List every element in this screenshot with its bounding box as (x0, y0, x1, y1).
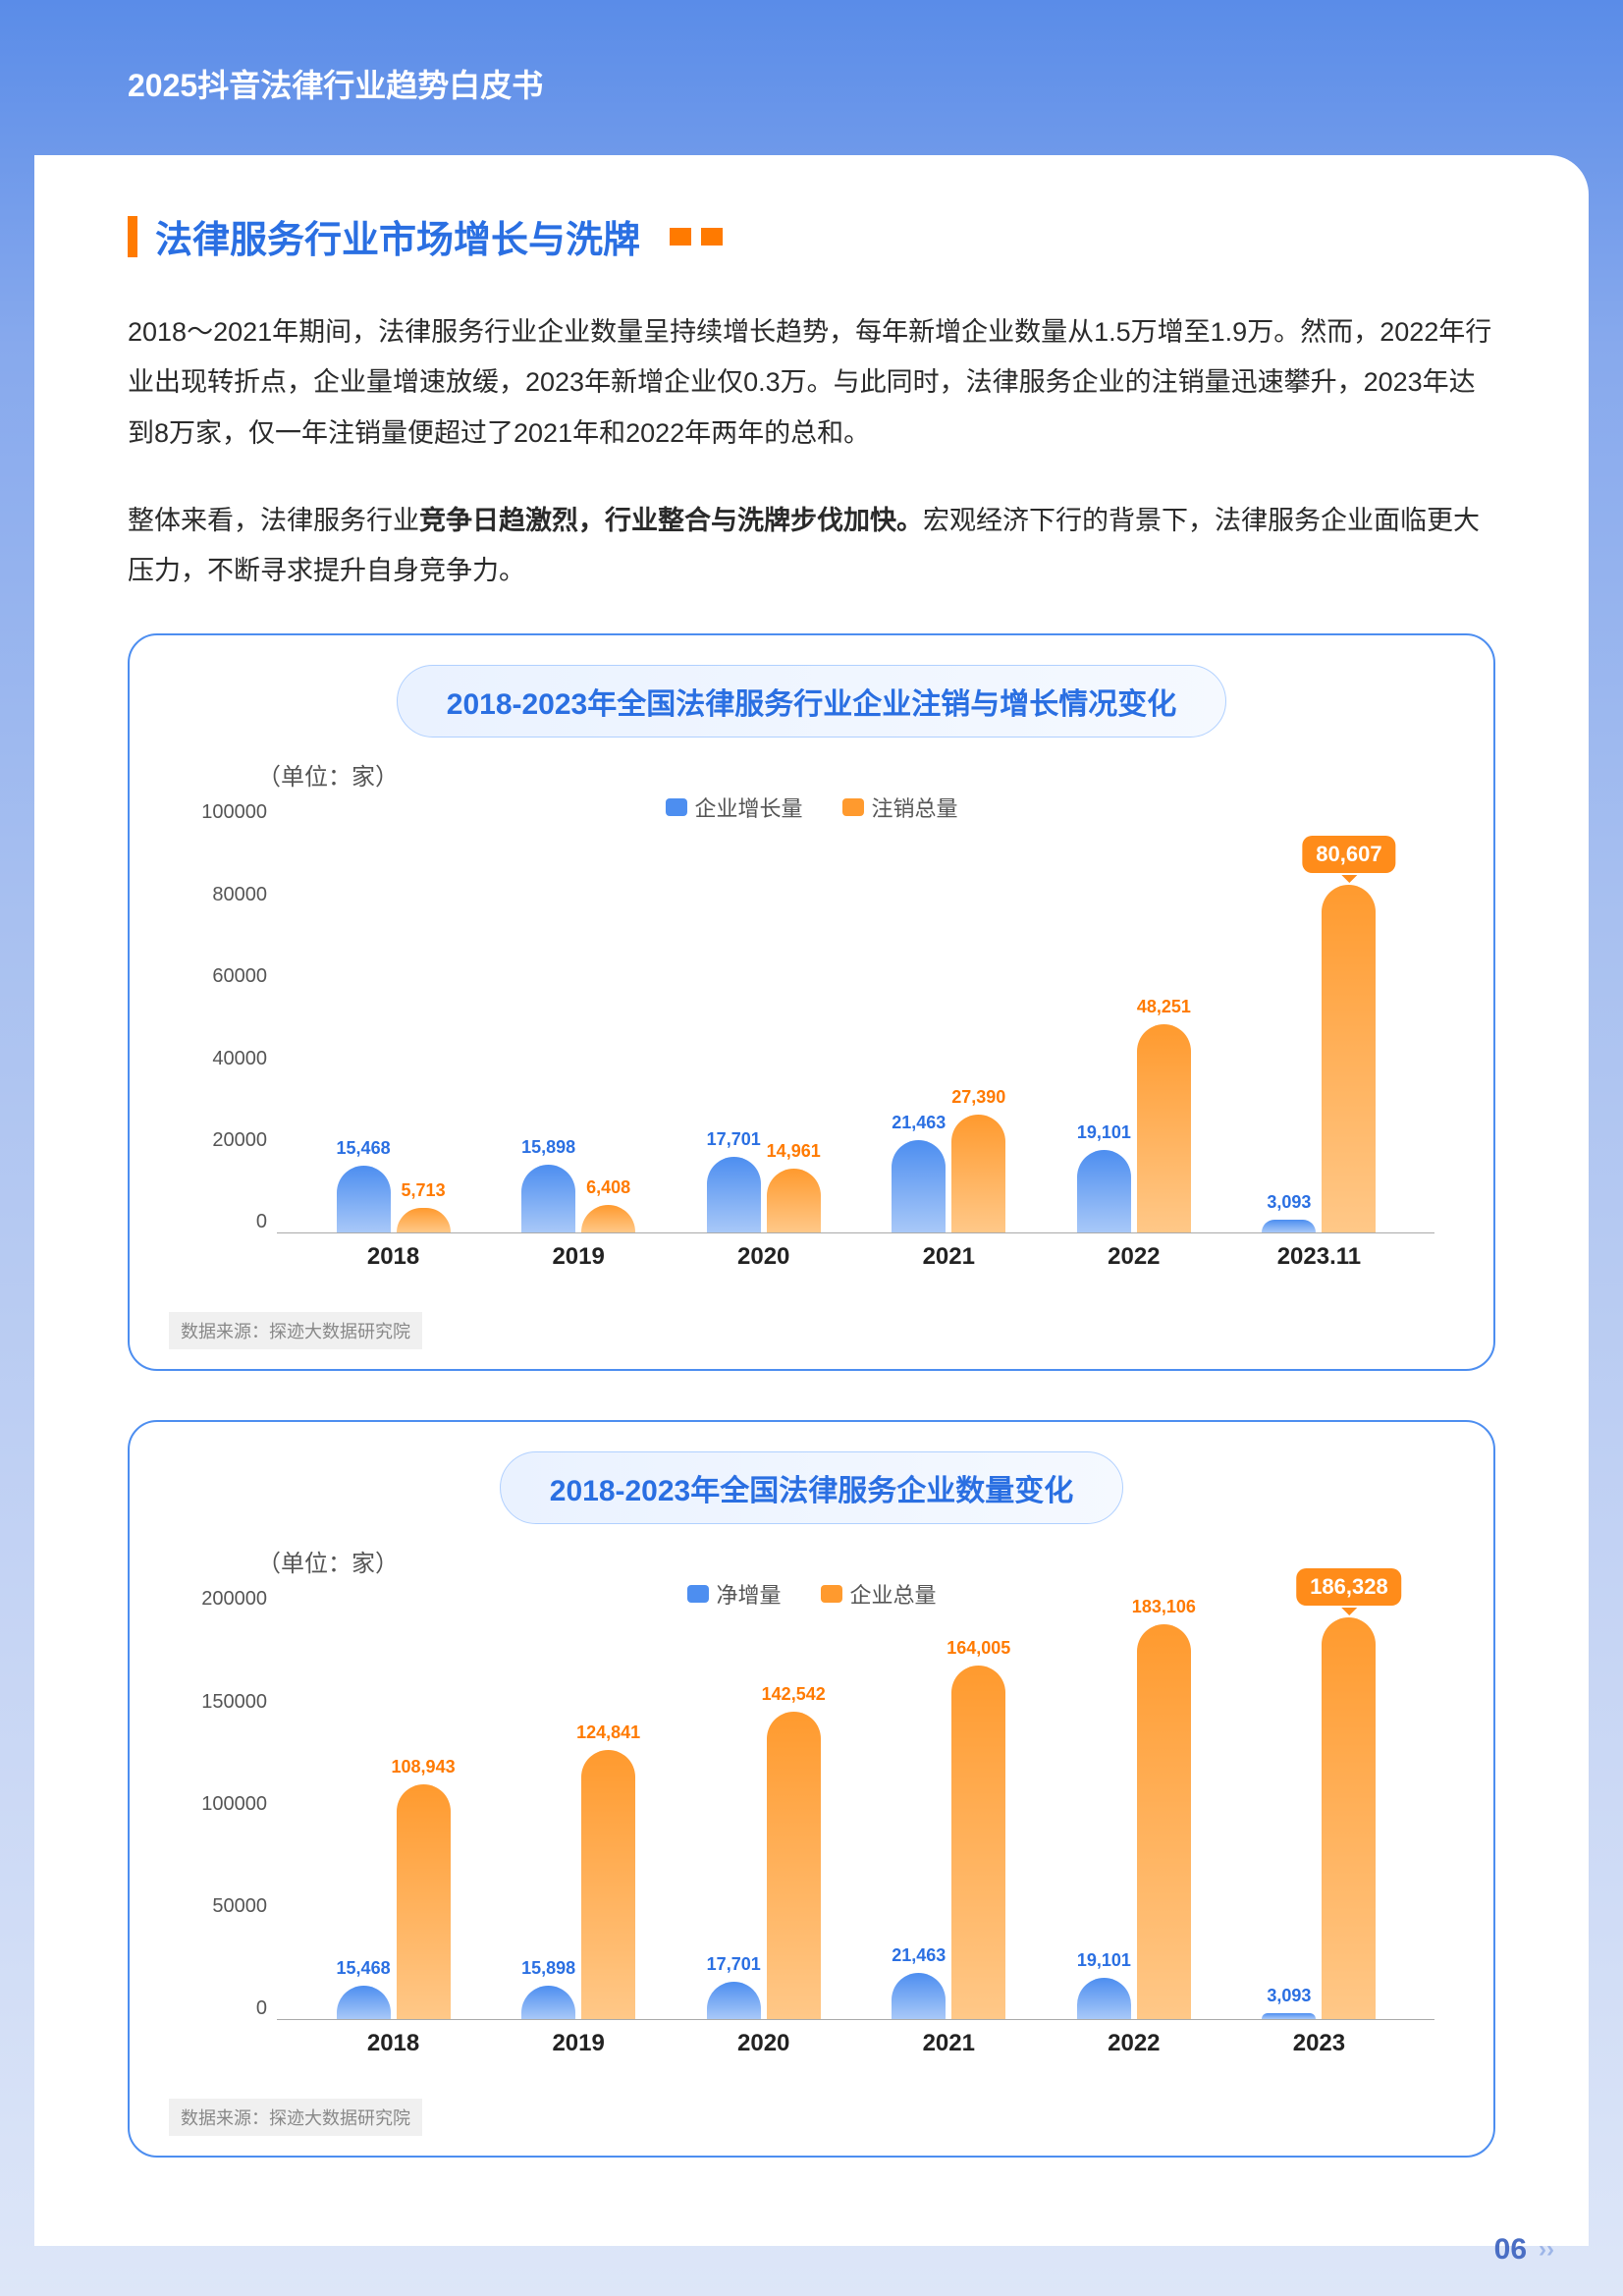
paragraph-2: 整体来看，法律服务行业竞争日趋激烈，行业整合与洗牌步伐加快。宏观经济下行的背景下… (128, 496, 1495, 597)
page-number-value: 06 (1494, 2233, 1527, 2267)
accent-bar (128, 216, 137, 257)
decorative-dots (670, 228, 723, 246)
paragraph-1: 2018～2021年期间，法律服务行业企业数量呈持续增长趋势，每年新增企业数量从… (128, 307, 1495, 459)
section-title: 法律服务行业市场增长与洗牌 (155, 209, 640, 263)
p2-bold: 竞争日趋激烈，行业整合与洗牌步伐加快。 (419, 506, 923, 535)
page-number: 06 ›› (1494, 2233, 1554, 2267)
chart-1-x-labels: 201820192020202120222023.11 (277, 1243, 1434, 1283)
chart-2-unit: （单位：家） (257, 1551, 399, 1577)
chart-2-x-labels: 201820192020202120222023 (277, 2030, 1434, 2069)
page-content: 法律服务行业市场增长与洗牌 2018～2021年期间，法律服务行业企业数量呈持续… (34, 155, 1589, 2246)
chart-2-source: 数据来源：探迹大数据研究院 (169, 2099, 422, 2136)
chart-2-card: 2018-2023年全国法律服务企业数量变化 （单位：家） 净增量 企业总量 2… (128, 1420, 1495, 2158)
chart-1-title: 2018-2023年全国法律服务行业企业注销与增长情况变化 (397, 665, 1226, 738)
chart-1-card: 2018-2023年全国法律服务行业企业注销与增长情况变化 （单位：家） 企业增… (128, 633, 1495, 1371)
chart-2-area: 200000150000100000500000 15,468108,94315… (169, 1588, 1454, 2079)
chart-2-y-axis: 200000150000100000500000 (169, 1588, 267, 2020)
chart-2-plot: 15,468108,94315,898124,84117,701142,5422… (277, 1588, 1434, 2020)
p2-part-a: 整体来看，法律服务行业 (128, 506, 419, 535)
chevron-icon: ›› (1539, 2236, 1554, 2264)
section-header: 法律服务行业市场增长与洗牌 (128, 209, 1495, 263)
chart-1-plot: 15,4685,71315,8986,40817,70114,96121,463… (277, 801, 1434, 1233)
header-title: 2025抖音法律行业趋势白皮书 (128, 61, 1495, 106)
chart-1-unit: （单位：家） (257, 764, 399, 791)
chart-2-title: 2018-2023年全国法律服务企业数量变化 (500, 1451, 1123, 1524)
document-header: 2025抖音法律行业趋势白皮书 (0, 0, 1623, 136)
chart-1-area: 100000800006000040000200000 15,4685,7131… (169, 801, 1454, 1292)
chart-1-source: 数据来源：探迹大数据研究院 (169, 1312, 422, 1349)
chart-1-y-axis: 100000800006000040000200000 (169, 801, 267, 1233)
